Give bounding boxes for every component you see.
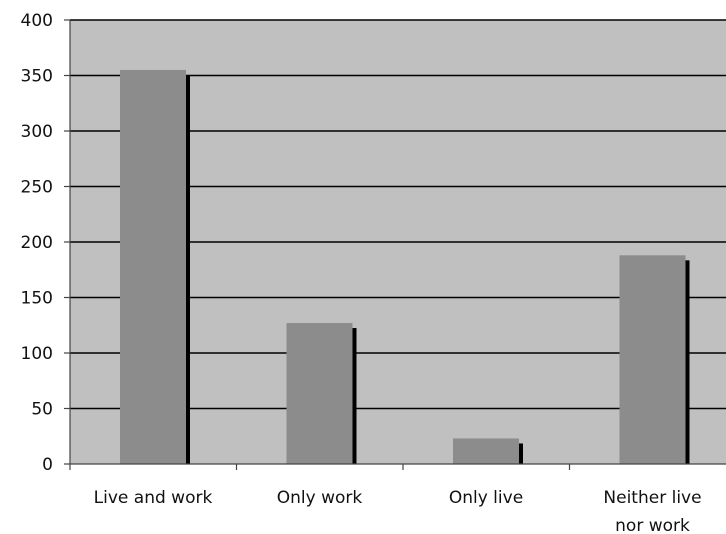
y-tick-label: 50 <box>31 400 53 420</box>
x-category-label: Live and work <box>94 488 213 508</box>
bar <box>453 438 519 464</box>
bar <box>120 69 186 464</box>
y-tick-label: 350 <box>21 67 53 87</box>
y-tick-label: 200 <box>21 233 53 253</box>
y-axis-ticks: 0 50 100 150 200 250 300 350 400 <box>21 11 70 475</box>
y-tick-label: 150 <box>21 289 53 309</box>
y-tick-label: 250 <box>21 178 53 198</box>
x-category-label: Only live <box>449 488 523 508</box>
x-category-label: Neither live nor work <box>603 488 701 534</box>
y-tick-label: 100 <box>21 344 53 364</box>
bar <box>286 323 353 464</box>
x-category-label: Only work <box>277 488 363 508</box>
bars <box>120 69 690 464</box>
y-tick-label: 0 <box>42 455 53 475</box>
y-tick-label: 400 <box>21 11 53 31</box>
bar <box>619 255 686 464</box>
x-axis-categories: Live and work Only work Only live Neither l… <box>94 488 702 534</box>
y-tick-label: 300 <box>21 122 53 142</box>
